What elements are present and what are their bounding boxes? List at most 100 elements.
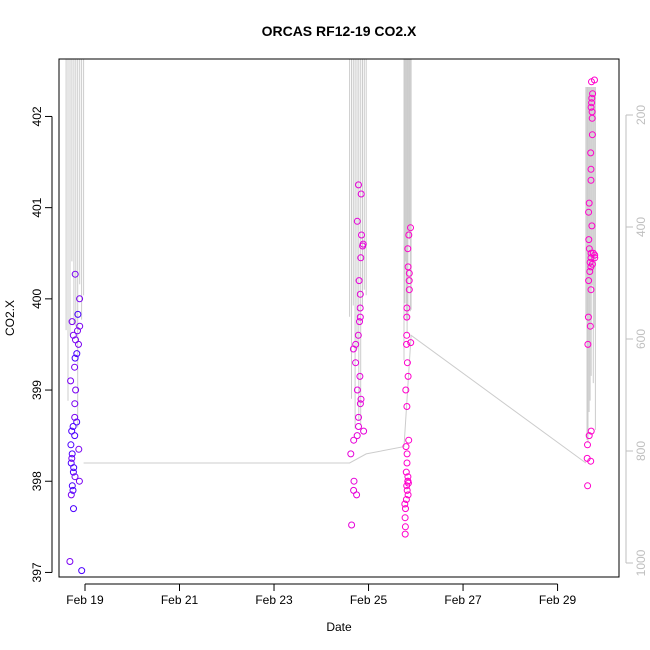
secondary-series-layer bbox=[65, 59, 596, 443]
y-tick-label: 398 bbox=[30, 471, 44, 491]
data-point bbox=[404, 245, 412, 253]
data-point bbox=[75, 340, 82, 348]
data-point bbox=[588, 108, 596, 116]
data-point bbox=[71, 400, 79, 408]
data-point bbox=[587, 103, 595, 111]
y-tick-label: 397 bbox=[30, 562, 44, 582]
data-point bbox=[588, 94, 596, 102]
data-point bbox=[584, 482, 592, 490]
data-point bbox=[68, 318, 76, 326]
data-point bbox=[585, 245, 593, 253]
data-point bbox=[586, 258, 594, 266]
data-point bbox=[587, 427, 595, 435]
data-point bbox=[403, 331, 411, 339]
data-point bbox=[405, 231, 413, 239]
data-point bbox=[401, 530, 409, 538]
data-point bbox=[358, 231, 365, 239]
data-point bbox=[67, 459, 75, 467]
data-point bbox=[405, 269, 413, 277]
data-point bbox=[71, 413, 79, 421]
secondary-tick-label: 600 bbox=[634, 329, 648, 349]
data-point bbox=[588, 260, 596, 268]
data-point bbox=[354, 331, 362, 339]
data-point bbox=[403, 459, 411, 467]
data-point bbox=[68, 450, 76, 458]
data-point bbox=[402, 386, 410, 394]
data-point bbox=[352, 340, 360, 348]
data-point bbox=[403, 340, 410, 348]
y-axis: 397 398 399 400 401 402 bbox=[30, 106, 53, 582]
data-point bbox=[402, 496, 410, 503]
data-point bbox=[588, 99, 596, 107]
data-point bbox=[586, 322, 594, 330]
data-point bbox=[347, 450, 355, 458]
points-layer bbox=[66, 76, 599, 575]
data-point bbox=[66, 558, 74, 565]
data-point bbox=[359, 242, 367, 250]
data-point bbox=[357, 190, 365, 198]
data-point bbox=[74, 310, 82, 318]
data-point bbox=[587, 149, 595, 157]
data-point bbox=[348, 521, 356, 529]
x-tick-label: Feb 27 bbox=[444, 593, 482, 607]
data-point bbox=[71, 354, 79, 362]
y-tick-label: 400 bbox=[30, 289, 44, 309]
data-point bbox=[407, 339, 415, 347]
y-tick-label: 401 bbox=[30, 197, 44, 217]
data-point bbox=[584, 340, 592, 348]
x-axis-label: Date bbox=[326, 620, 352, 634]
data-point bbox=[355, 277, 363, 285]
data-point bbox=[350, 486, 358, 494]
data-point bbox=[356, 290, 364, 298]
data-point bbox=[356, 313, 364, 321]
data-point bbox=[403, 313, 411, 321]
data-point bbox=[350, 436, 358, 444]
data-point bbox=[356, 372, 364, 380]
data-point bbox=[587, 249, 595, 257]
data-point bbox=[591, 251, 599, 259]
data-point bbox=[404, 477, 412, 485]
data-point bbox=[589, 90, 597, 98]
data-point bbox=[403, 304, 411, 312]
x-tick-label: Feb 21 bbox=[161, 593, 199, 607]
secondary-tick-label: 200 bbox=[634, 105, 648, 125]
data-point bbox=[72, 386, 80, 394]
data-point bbox=[402, 443, 410, 451]
data-point bbox=[585, 199, 593, 207]
data-point bbox=[70, 505, 77, 513]
data-point bbox=[75, 445, 83, 453]
data-point bbox=[71, 473, 79, 481]
y-tick-label: 399 bbox=[30, 380, 44, 400]
data-point bbox=[355, 423, 362, 430]
data-point bbox=[404, 263, 412, 271]
data-point bbox=[591, 254, 599, 262]
y-tick-label: 402 bbox=[30, 106, 44, 126]
data-point bbox=[67, 441, 75, 449]
chart-title: ORCAS RF12-19 CO2.X bbox=[262, 23, 417, 39]
data-point bbox=[407, 224, 414, 232]
x-tick-label: Feb 19 bbox=[66, 593, 104, 607]
secondary-y-axis: 200 400 600 800 1000 bbox=[625, 105, 648, 576]
data-point bbox=[588, 131, 596, 139]
data-point bbox=[69, 423, 77, 430]
data-point bbox=[585, 277, 593, 285]
data-point bbox=[403, 486, 411, 494]
data-point bbox=[78, 567, 86, 575]
data-point bbox=[589, 249, 597, 257]
data-point bbox=[405, 277, 413, 285]
x-tick-label: Feb 29 bbox=[539, 593, 577, 607]
data-point bbox=[403, 403, 411, 410]
data-point bbox=[355, 413, 362, 421]
connector-line bbox=[83, 334, 587, 464]
data-point bbox=[67, 377, 75, 385]
x-tick-label: Feb 25 bbox=[350, 593, 388, 607]
data-point bbox=[356, 304, 364, 312]
data-point bbox=[591, 76, 598, 84]
data-point bbox=[73, 418, 81, 426]
secondary-tick-label: 1000 bbox=[634, 549, 648, 576]
data-point bbox=[69, 331, 77, 339]
data-point bbox=[357, 254, 365, 262]
data-point bbox=[73, 350, 81, 358]
data-point bbox=[403, 450, 411, 458]
